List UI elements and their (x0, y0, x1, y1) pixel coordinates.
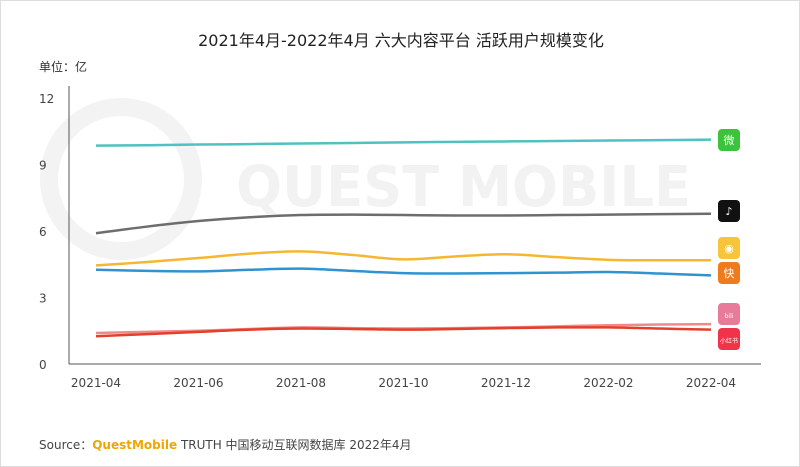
y-tick-label: 9 (39, 159, 47, 173)
watermark-logo (40, 98, 202, 260)
series-line-weibo (95, 250, 712, 267)
x-tick-label: 2021-08 (276, 376, 326, 390)
douyin-icon (718, 200, 740, 222)
weibo-icon-glyph: ◉ (724, 242, 734, 255)
source-text: TRUTH 中国移动互联网数据库 2022年4月 (177, 438, 412, 452)
y-tick-label: 3 (39, 292, 47, 306)
wechat-icon-glyph: 微 (724, 133, 735, 147)
source-brand: QuestMobile (92, 438, 178, 452)
douyin-icon-glyph: ♪ (725, 205, 732, 218)
x-tick-label: 2021-04 (71, 376, 121, 390)
y-tick-label: 12 (39, 92, 54, 106)
series-line-wechat (95, 138, 712, 147)
x-tick-label: 2021-12 (481, 376, 531, 390)
wechat-icon (718, 129, 740, 151)
xiaohongshu-icon (718, 328, 740, 350)
kuaishou-icon (718, 262, 740, 284)
x-tick-label: 2022-04 (686, 376, 736, 390)
y-axis-unit: 单位：亿 (39, 60, 88, 74)
weibo-icon (718, 237, 740, 259)
bilibili-icon-glyph: bili (725, 313, 734, 320)
x-tick-label: 2022-02 (583, 376, 633, 390)
series-line-xiaohongshu (95, 326, 712, 338)
x-tick-label: 2021-10 (378, 376, 428, 390)
x-tick-label: 2021-06 (173, 376, 223, 390)
chart-title: 2021年4月-2022年4月 六大内容平台 活跃用户规模变化 (198, 31, 604, 50)
series-line-kuaishou (95, 267, 712, 277)
y-tick-label: 0 (39, 358, 47, 372)
kuaishou-icon-glyph: 快 (724, 267, 735, 280)
source-note: Source：QuestMobile TRUTH 中国移动互联网数据库 2022… (39, 436, 412, 453)
source-prefix: Source： (39, 438, 93, 452)
y-tick-label: 6 (39, 225, 47, 239)
xiaohongshu-icon-glyph: 小红书 (720, 337, 738, 345)
bilibili-icon (718, 303, 740, 325)
series-line-douyin (95, 212, 712, 235)
watermark-text: QUEST MOBILE (236, 155, 691, 220)
